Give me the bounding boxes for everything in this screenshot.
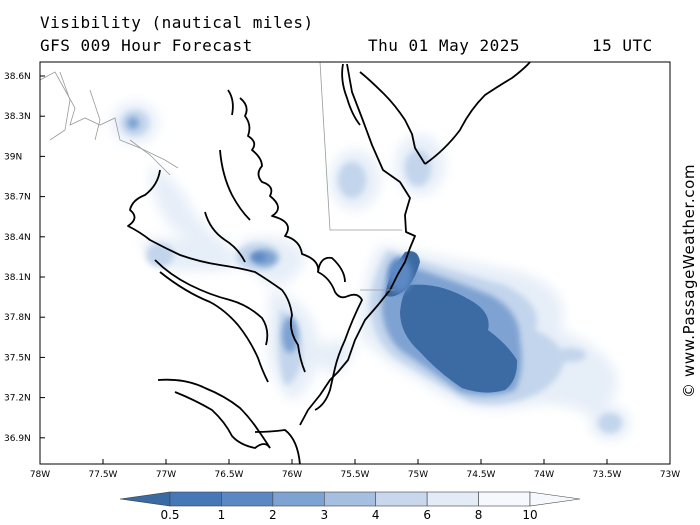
legend-swatch [375,491,428,507]
lon-tick-label: 73W [660,470,680,480]
legend-label: 0.5 [160,508,179,522]
legend-swatch [478,491,531,507]
legend-swatch [119,491,171,507]
lon-tick-label: 74.5W [467,470,496,480]
forecast-date: Thu 01 May 2025 [368,36,520,55]
lon-tick-label: 77.5W [89,470,118,480]
legend-label: 1 [218,508,226,522]
legend-swatch [323,491,377,507]
fog-shading [112,102,630,440]
lat-tick-label: 37.2N [4,394,31,404]
legend-swatch [272,491,325,507]
legend-label: 6 [423,508,431,522]
axis-ticks: 38.6N 38.3N 39N 38.7N 38.4N 38.1N 37.8N 37.5N 37… [4,72,680,480]
lon-tick-label: 75W [408,470,428,480]
lat-tick-label: 36.9N [4,434,31,444]
lon-tick-label: 77W [156,470,176,480]
legend-label: 8 [475,508,483,522]
lat-tick-label: 38.1N [4,273,31,283]
forecast-time: 15 UTC [592,36,653,55]
legend-label: 10 [522,508,537,522]
legend-label: 3 [320,508,328,522]
legend-label: 2 [269,508,277,522]
lon-tick-label: 74W [534,470,554,480]
lat-tick-label: 37.8N [4,313,31,323]
legend-swatch [169,491,222,507]
legend-swatch [221,491,274,507]
legend-swatch [529,491,581,507]
lon-tick-label: 75.5W [341,470,370,480]
legend-swatch [426,491,479,507]
forecast-model-label: GFS 009 Hour Forecast [40,36,253,55]
lon-tick-label: 76W [282,470,302,480]
legend-label: 4 [372,508,380,522]
lat-tick-label: 39N [4,152,22,162]
coastline [127,62,531,464]
lat-tick-label: 37.5N [4,353,31,363]
lat-tick-label: 38.7N [4,193,31,203]
lon-tick-label: 78W [30,470,50,480]
lon-tick-label: 73.5W [593,470,622,480]
lon-tick-label: 76.5W [215,470,244,480]
chart-title: Visibility (nautical miles) [40,13,314,32]
lat-tick-label: 38.4N [4,233,31,243]
lat-tick-label: 38.3N [4,112,31,122]
state-borders [40,62,402,291]
lat-tick-label: 38.6N [4,72,31,82]
